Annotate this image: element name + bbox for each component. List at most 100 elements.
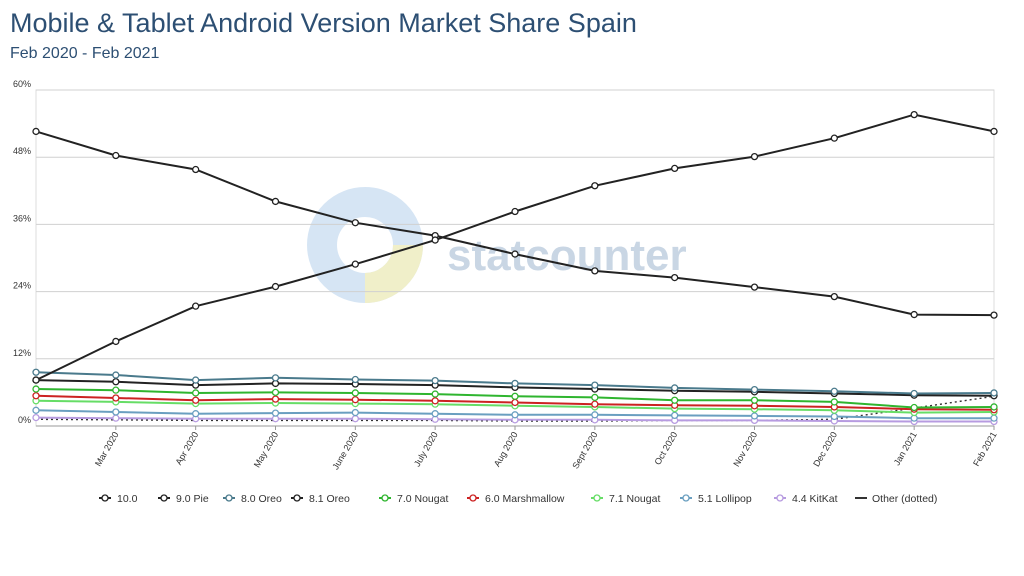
data-point: [591, 381, 599, 389]
data-point: [351, 408, 359, 417]
watermark-text: statcounter: [447, 231, 687, 280]
legend-label: 8.0 Oreo: [241, 493, 282, 505]
data-point: [830, 292, 838, 301]
data-point: [591, 400, 599, 408]
x-tick-label: June 2020: [330, 430, 360, 471]
data-point: [750, 396, 759, 404]
data-point: [112, 408, 120, 416]
x-tick-label: Dec 2020: [811, 430, 839, 468]
legend-item[interactable]: Other (dotted): [855, 493, 937, 505]
data-point: [910, 403, 918, 412]
legend-item[interactable]: 6.0 Marshmallow: [467, 493, 565, 505]
legend-item[interactable]: 4.4 KitKat: [774, 493, 838, 505]
legend-item[interactable]: 5.1 Lollipop: [680, 493, 752, 505]
data-point: [32, 413, 40, 422]
data-point: [192, 376, 200, 384]
data-point: [112, 386, 120, 394]
legend-label: Other (dotted): [872, 493, 937, 505]
legend-marker: [469, 494, 477, 502]
data-point: [192, 302, 200, 310]
data-point: [351, 396, 359, 404]
data-point: [511, 411, 519, 419]
y-tick-label: 36%: [13, 213, 31, 223]
x-tick-label: Jan 2021: [892, 430, 919, 467]
data-point: [112, 371, 120, 379]
data-point: [990, 389, 998, 397]
x-tick-label: Apr 2020: [173, 430, 200, 467]
x-tick-label: July 2020: [412, 430, 440, 468]
data-point: [271, 395, 280, 403]
y-tick-label: 48%: [13, 146, 31, 156]
legend-item[interactable]: 7.1 Nougat: [591, 493, 660, 505]
data-point: [990, 414, 998, 422]
x-tick-label: Aug 2020: [492, 430, 520, 468]
data-point: [32, 376, 40, 384]
data-point: [671, 164, 679, 173]
data-point: [32, 406, 40, 414]
watermark-logo-segment: [364, 244, 423, 303]
data-point: [112, 151, 120, 160]
data-point: [511, 207, 519, 216]
data-point: [32, 392, 40, 400]
data-point: [671, 411, 679, 420]
x-tick-label: May 2020: [252, 430, 280, 469]
data-point: [112, 378, 120, 386]
data-point: [32, 385, 40, 393]
legend-label: 9.0 Pie: [176, 493, 209, 505]
data-point: [591, 393, 599, 402]
legend-label: 7.0 Nougat: [397, 493, 448, 505]
legend-item[interactable]: 7.0 Nougat: [379, 493, 448, 505]
y-tick-label: 24%: [13, 281, 31, 291]
legend-label: 5.1 Lollipop: [698, 493, 752, 505]
data-point: [431, 410, 439, 418]
data-point: [910, 389, 918, 398]
data-point: [830, 134, 838, 142]
legend-label: 10.0: [117, 493, 138, 505]
data-point: [750, 385, 759, 394]
data-point: [910, 310, 918, 319]
legend-item[interactable]: 8.0 Oreo: [223, 493, 282, 505]
data-point: [830, 412, 838, 421]
data-point: [591, 182, 599, 190]
legend[interactable]: 10.0 9.0 Pie 8.0 Oreo 8.1 Oreo 7.0 Nougat 6.0…: [99, 493, 937, 505]
data-point: [990, 403, 998, 411]
data-point: [112, 337, 120, 346]
data-point: [750, 412, 759, 420]
y-tick-label: 12%: [13, 348, 31, 358]
data-point: [591, 411, 599, 419]
data-point: [271, 197, 280, 206]
data-point: [271, 374, 280, 382]
legend-marker: [225, 494, 233, 502]
data-point: [271, 388, 280, 397]
legend-marker: [776, 494, 784, 502]
data-point: [511, 250, 519, 258]
legend-marker: [381, 494, 389, 502]
data-point: [32, 368, 40, 376]
legend-item[interactable]: 9.0 Pie: [158, 493, 209, 505]
y-axis: 0% 12% 24% 36% 48% 60%: [13, 79, 31, 425]
data-point: [32, 127, 40, 136]
data-point: [351, 415, 359, 423]
data-point: [271, 282, 280, 291]
chart-title: Mobile & Tablet Android Version Market S…: [10, 8, 637, 38]
data-point: [431, 376, 439, 385]
legend-item[interactable]: 8.1 Oreo: [291, 493, 350, 505]
legend-marker: [682, 494, 690, 502]
data-point: [192, 410, 200, 418]
x-tick-label: Feb 2021: [971, 430, 999, 468]
data-point: [112, 394, 120, 402]
legend-item[interactable]: 10.0: [99, 493, 138, 505]
data-point: [431, 397, 439, 405]
legend-marker: [293, 494, 301, 502]
series-lines: [32, 110, 998, 426]
series-line: [35, 130, 995, 317]
data-point: [112, 414, 120, 422]
x-tick-label: Nov 2020: [731, 430, 759, 468]
data-point: [830, 398, 838, 406]
data-point: [671, 396, 679, 404]
y-tick-label: 0%: [18, 415, 31, 425]
data-point: [271, 409, 280, 417]
legend-label: 6.0 Marshmallow: [485, 493, 565, 505]
data-point: [671, 384, 679, 392]
